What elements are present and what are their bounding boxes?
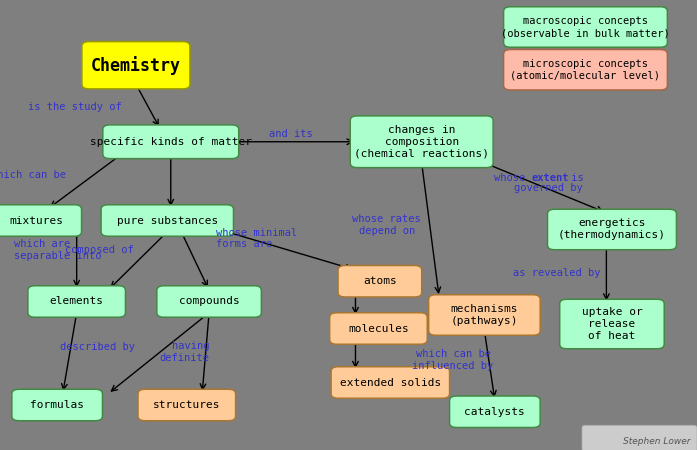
FancyBboxPatch shape [330, 313, 427, 344]
Text: catalysts: catalysts [464, 407, 526, 417]
Text: Chemistry: Chemistry [91, 56, 181, 75]
Text: compounds: compounds [178, 297, 240, 306]
FancyBboxPatch shape [429, 295, 540, 335]
Text: formulas: formulas [30, 400, 84, 410]
FancyBboxPatch shape [560, 299, 664, 349]
FancyBboxPatch shape [12, 389, 102, 421]
FancyBboxPatch shape [28, 286, 125, 317]
Text: described by: described by [60, 342, 135, 352]
Text: which can be: which can be [0, 171, 66, 180]
Text: whose: whose [494, 173, 532, 183]
FancyBboxPatch shape [82, 42, 190, 89]
Text: composed of: composed of [65, 245, 134, 255]
Text: which can be
influenced by: which can be influenced by [413, 349, 493, 371]
Text: extent: extent [532, 173, 569, 183]
FancyBboxPatch shape [138, 389, 236, 421]
FancyBboxPatch shape [503, 7, 668, 47]
FancyBboxPatch shape [101, 205, 233, 236]
Text: macroscopic concepts
(observable in bulk matter): macroscopic concepts (observable in bulk… [501, 16, 670, 38]
Text: uptake or
release
of heat: uptake or release of heat [581, 307, 643, 341]
Text: is: is [565, 173, 584, 183]
Text: mechanisms
(pathways): mechanisms (pathways) [451, 304, 518, 326]
Text: is the study of: is the study of [28, 102, 122, 112]
FancyBboxPatch shape [582, 425, 697, 450]
FancyBboxPatch shape [331, 367, 450, 398]
FancyBboxPatch shape [103, 125, 238, 158]
FancyBboxPatch shape [548, 209, 676, 250]
Text: changes in
composition
(chemical reactions): changes in composition (chemical reactio… [354, 125, 489, 159]
Text: microscopic concepts
(atomic/molecular level): microscopic concepts (atomic/molecular l… [510, 59, 661, 81]
Text: whose rates
depend on: whose rates depend on [353, 214, 421, 236]
FancyBboxPatch shape [503, 50, 668, 90]
Text: specific kinds of matter: specific kinds of matter [90, 137, 252, 147]
Text: whose minimal
forms are: whose minimal forms are [216, 228, 298, 249]
Text: atoms: atoms [363, 276, 397, 286]
Text: having
definite: having definite [159, 341, 209, 363]
FancyBboxPatch shape [350, 116, 493, 168]
Text: extended solids: extended solids [339, 378, 441, 387]
Text: and its: and its [270, 129, 313, 139]
FancyBboxPatch shape [450, 396, 540, 428]
Text: elements: elements [49, 297, 104, 306]
Text: governed by: governed by [514, 183, 583, 193]
Text: structures: structures [153, 400, 220, 410]
Text: as revealed by: as revealed by [513, 268, 601, 278]
Text: mixtures: mixtures [9, 216, 63, 225]
FancyBboxPatch shape [0, 205, 82, 236]
Text: pure substances: pure substances [116, 216, 218, 225]
Text: which are
separable into: which are separable into [14, 239, 102, 261]
FancyBboxPatch shape [338, 266, 422, 297]
Text: molecules: molecules [348, 324, 409, 333]
Text: Stephen Lower: Stephen Lower [622, 436, 690, 446]
Text: energetics
(thermodynamics): energetics (thermodynamics) [558, 219, 666, 240]
FancyBboxPatch shape [157, 286, 261, 317]
